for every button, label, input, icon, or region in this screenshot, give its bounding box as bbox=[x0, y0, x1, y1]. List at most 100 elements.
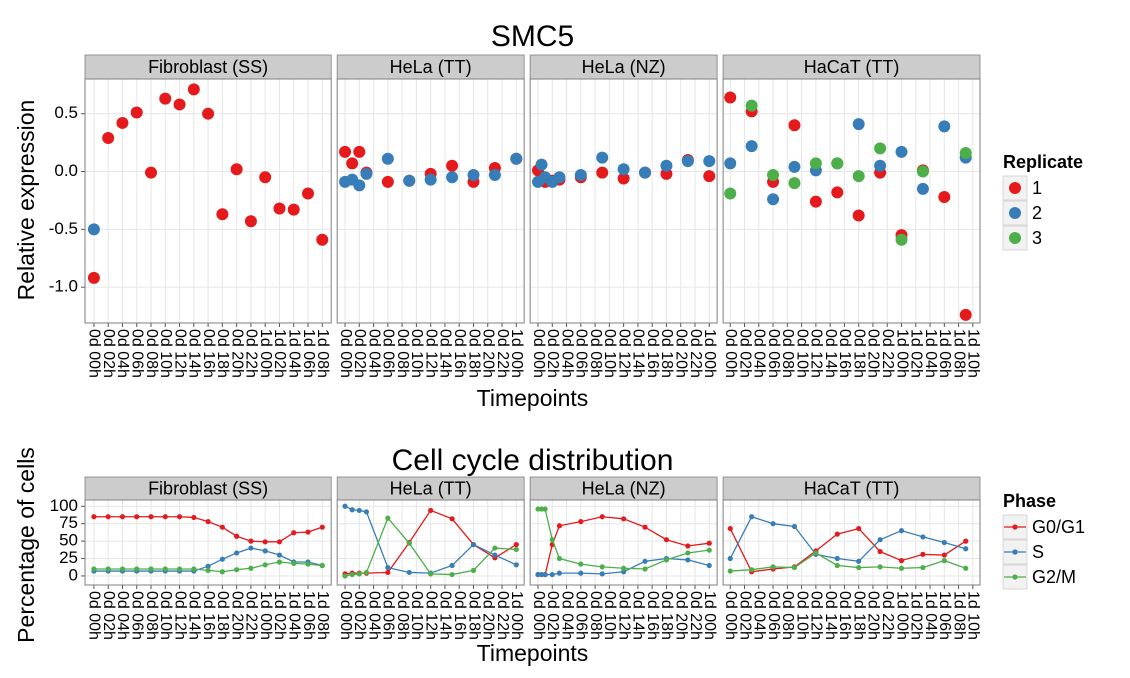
point bbox=[791, 523, 798, 530]
point bbox=[963, 546, 969, 552]
point bbox=[406, 569, 412, 576]
point bbox=[116, 116, 129, 129]
legend-label: 3 bbox=[1032, 228, 1042, 248]
point bbox=[549, 571, 555, 578]
point bbox=[685, 557, 691, 563]
x-tick-label: 0d 20h bbox=[672, 329, 689, 378]
point bbox=[234, 533, 240, 539]
legend-key bbox=[1012, 574, 1018, 580]
x-tick-label: 0d 12h bbox=[808, 591, 825, 640]
point bbox=[959, 147, 972, 160]
point bbox=[244, 215, 257, 228]
x-tick-label: 1d 04h bbox=[285, 329, 302, 378]
point bbox=[535, 571, 541, 578]
x-tick-label: 0d 10h bbox=[157, 329, 174, 378]
point bbox=[920, 564, 926, 571]
point bbox=[449, 516, 455, 522]
point bbox=[553, 171, 566, 184]
point bbox=[788, 160, 801, 173]
point bbox=[685, 543, 691, 549]
point bbox=[205, 563, 211, 569]
x-tick-label: 0d 20h bbox=[480, 329, 497, 378]
y-tick-label: 0 bbox=[69, 565, 78, 584]
point bbox=[428, 571, 434, 577]
panel-background bbox=[723, 500, 980, 585]
point bbox=[467, 168, 480, 181]
x-tick-label: 0d 08h bbox=[587, 329, 604, 378]
x-tick-label: 1d 00h bbox=[257, 591, 274, 640]
x-tick-label: 0d 16h bbox=[836, 591, 853, 640]
x-tick-label: 0d 04h bbox=[114, 329, 131, 378]
point bbox=[248, 538, 254, 544]
point bbox=[216, 208, 229, 221]
panel-border bbox=[529, 499, 718, 586]
facet-label: HeLa (NZ) bbox=[582, 478, 666, 498]
point bbox=[916, 182, 929, 195]
point bbox=[898, 565, 905, 571]
x-axis-label: Timepoints bbox=[477, 640, 589, 666]
point bbox=[205, 518, 211, 525]
point bbox=[831, 157, 844, 170]
point bbox=[834, 531, 840, 537]
point bbox=[316, 233, 329, 246]
x-tick-label: 1d 02h bbox=[908, 329, 925, 378]
point bbox=[809, 195, 822, 208]
x-tick-label: 0d 22h bbox=[243, 591, 260, 640]
point bbox=[642, 566, 648, 572]
x-tick-label: 0d 10h bbox=[601, 591, 618, 640]
x-tick-label: 1d 08h bbox=[314, 591, 331, 640]
x-tick-label: 0d 00h bbox=[337, 591, 354, 640]
point bbox=[134, 514, 140, 520]
x-tick-label: 1d 06h bbox=[300, 329, 317, 378]
point bbox=[941, 558, 947, 564]
x-tick-label: 0d 14h bbox=[186, 329, 203, 378]
point bbox=[898, 558, 905, 564]
x-tick-label: 0d 22h bbox=[494, 591, 511, 640]
point bbox=[767, 168, 780, 181]
x-tick-label: 0d 20h bbox=[865, 329, 882, 378]
x-tick-label: 0d 10h bbox=[408, 591, 425, 640]
panel-border bbox=[84, 78, 332, 324]
x-tick-label: 1d 08h bbox=[314, 329, 331, 378]
point bbox=[578, 570, 584, 576]
legend-title: Replicate bbox=[1003, 152, 1083, 172]
point bbox=[706, 562, 712, 569]
point bbox=[176, 566, 183, 572]
x-tick-label: 1d 10h bbox=[965, 329, 982, 378]
point bbox=[446, 171, 459, 184]
facet-label: HeLa (TT) bbox=[390, 478, 472, 498]
point bbox=[724, 91, 737, 104]
point bbox=[492, 545, 498, 551]
y-tick-label: 0.5 bbox=[54, 103, 78, 122]
point bbox=[791, 564, 798, 571]
x-tick-label: 0d 18h bbox=[658, 329, 675, 378]
x-tick-label: 0d 06h bbox=[380, 591, 397, 640]
chart-title: Cell cycle distribution bbox=[392, 444, 674, 477]
point bbox=[346, 157, 359, 170]
point bbox=[363, 509, 370, 515]
x-tick-label: 0d 22h bbox=[243, 329, 260, 378]
point bbox=[706, 540, 712, 546]
x-tick-label: 0d 04h bbox=[558, 329, 575, 378]
panel-border bbox=[336, 499, 525, 586]
legend-label: G2/M bbox=[1032, 567, 1076, 587]
x-tick-label: 1d 02h bbox=[271, 591, 288, 640]
x-tick-label: 1d 04h bbox=[922, 329, 939, 378]
point bbox=[681, 155, 694, 168]
point bbox=[538, 506, 545, 512]
point bbox=[119, 514, 126, 520]
x-tick-label: 0d 04h bbox=[558, 591, 575, 640]
x-axis-label: Timepoints bbox=[477, 385, 589, 411]
point bbox=[596, 166, 609, 179]
point bbox=[941, 539, 947, 546]
x-tick-label: 0d 02h bbox=[544, 329, 561, 378]
point bbox=[173, 98, 186, 111]
series-line bbox=[729, 527, 967, 573]
point bbox=[663, 557, 670, 563]
point bbox=[301, 187, 314, 200]
point bbox=[305, 529, 311, 535]
point bbox=[941, 552, 947, 558]
point bbox=[91, 514, 97, 520]
point bbox=[145, 166, 158, 179]
point bbox=[703, 170, 716, 183]
